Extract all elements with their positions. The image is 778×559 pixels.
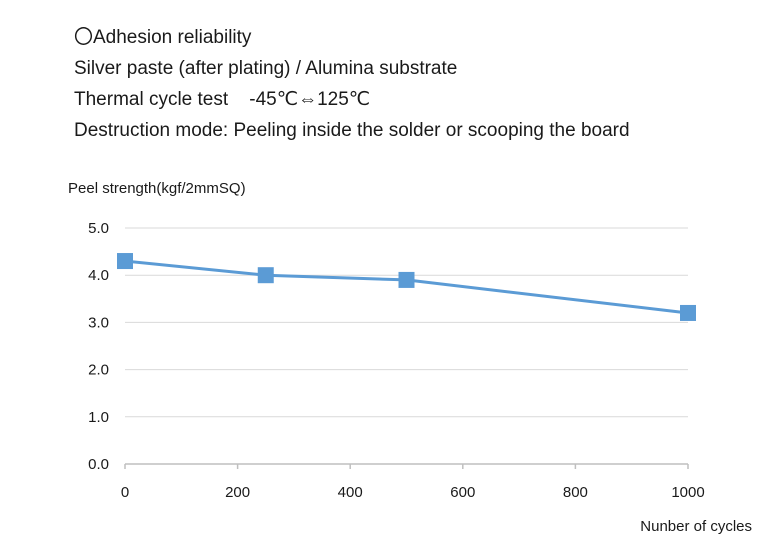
data-point-marker	[398, 271, 415, 288]
x-tick-label: 200	[225, 484, 250, 501]
header-line-material: Silver paste (after plating) / Alumina s…	[74, 58, 458, 79]
header-line-test: Thermal cycle test -45℃⇔125℃	[74, 89, 371, 110]
x-tick-label: 600	[450, 484, 475, 501]
data-point-marker	[680, 304, 696, 321]
header-line-title: 〇Adhesion reliability	[74, 27, 252, 48]
x-tick-label: 0	[121, 484, 129, 501]
y-tick-label: 4.0	[88, 267, 109, 284]
gridlines	[125, 227, 688, 418]
x-tick-labels: 0 200 400 600 800 1000	[121, 484, 705, 501]
x-tick-label: 1000	[671, 484, 704, 501]
y-tick-label: 3.0	[88, 314, 109, 331]
series-line	[124, 259, 689, 315]
x-tick-label: 800	[563, 484, 588, 501]
y-tick-label: 1.0	[88, 409, 109, 426]
y-tick-labels: 0.0 1.0 2.0 3.0 4.0 5.0	[88, 220, 109, 473]
axes	[124, 463, 689, 469]
x-tick-label: 400	[338, 484, 363, 501]
header-text: 〇Adhesion reliability Silver paste (afte…	[74, 22, 630, 146]
data-point-marker	[117, 253, 133, 270]
y-tick-label: 5.0	[88, 220, 109, 237]
x-axis-title: Nunber of cycles	[640, 518, 752, 535]
data-point-marker	[257, 267, 274, 284]
header-line-destruction-mode: Destruction mode: Peeling inside the sol…	[74, 120, 630, 141]
y-tick-label: 2.0	[88, 362, 109, 379]
series-group	[117, 253, 696, 321]
y-tick-label: 0.0	[88, 456, 109, 473]
y-axis-title: Peel strength(kgf/2mmSQ)	[68, 180, 246, 197]
